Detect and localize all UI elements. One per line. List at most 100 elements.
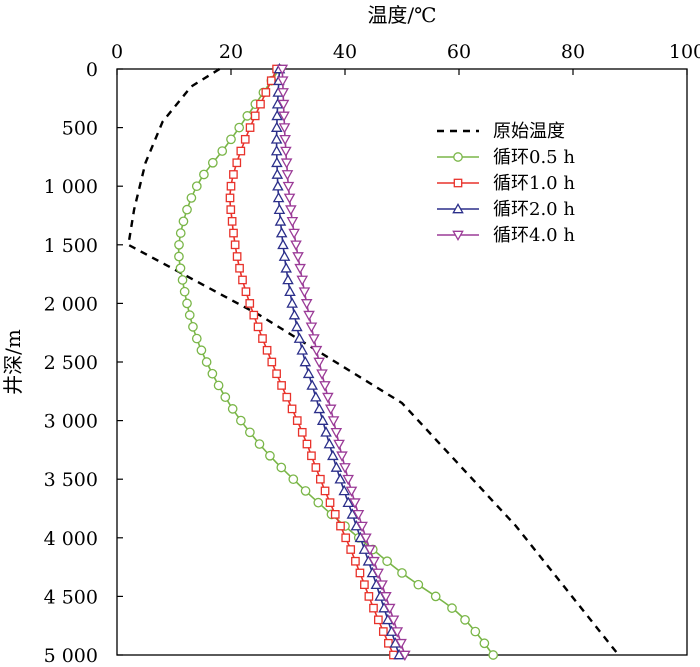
data-point	[227, 404, 238, 414]
data-point	[299, 355, 312, 367]
data-point	[179, 286, 190, 297]
legend-label: 原始温度	[493, 121, 565, 142]
y-tick-label: 500	[62, 118, 98, 140]
data-point	[207, 368, 218, 379]
legend-item: 循环4.0 h	[437, 225, 575, 246]
data-point	[324, 404, 337, 415]
data-point	[373, 615, 383, 625]
data-point	[271, 156, 283, 168]
x-tick-label: 100	[669, 41, 700, 63]
data-point	[236, 415, 246, 426]
data-point	[270, 121, 283, 132]
series-3	[270, 62, 405, 660]
y-tick-label: 3 500	[44, 469, 98, 491]
data-point	[296, 275, 309, 286]
data-point	[242, 111, 253, 121]
data-point	[310, 345, 323, 357]
data-point	[352, 510, 365, 521]
data-point	[333, 439, 345, 451]
data-point	[227, 217, 237, 226]
data-point	[199, 169, 209, 180]
data-point	[241, 287, 251, 297]
data-point	[174, 251, 184, 262]
data-point	[270, 145, 283, 156]
data-point	[368, 556, 380, 568]
data-point	[345, 486, 358, 497]
data-point	[376, 580, 388, 591]
data-point	[261, 88, 271, 97]
data-point	[305, 322, 318, 333]
data-point	[313, 402, 326, 414]
data-point	[378, 627, 388, 636]
data-point	[288, 228, 300, 240]
data-point	[232, 158, 242, 168]
data-point	[334, 473, 347, 484]
data-point	[320, 426, 332, 437]
data-point	[453, 178, 463, 188]
data-point	[479, 638, 490, 649]
y-tick-label: 1 000	[44, 176, 98, 198]
data-point	[229, 228, 238, 238]
data-point	[300, 299, 313, 310]
data-point	[303, 310, 315, 322]
data-point	[336, 521, 345, 531]
series-line	[281, 68, 406, 656]
data-point	[310, 391, 322, 402]
data-point	[225, 193, 235, 203]
series-layer	[127, 62, 620, 662]
data-point	[460, 614, 470, 625]
legend-label: 循环2.0 h	[493, 199, 575, 220]
data-point	[191, 333, 202, 344]
y-tick-label: 2 500	[44, 352, 98, 374]
x-tick-label: 80	[561, 41, 585, 63]
data-point	[175, 228, 186, 238]
y-tick-label: 5 000	[44, 645, 98, 667]
legend-item: 循环0.5 h	[437, 147, 575, 168]
data-point	[277, 99, 290, 111]
data-point	[201, 357, 212, 367]
data-point	[360, 580, 369, 590]
legend-label: 循环4.0 h	[493, 225, 575, 246]
data-point	[302, 367, 315, 379]
data-point	[280, 146, 292, 158]
data-point	[196, 345, 207, 356]
data-point	[235, 263, 244, 273]
data-point	[316, 474, 325, 484]
data-point	[291, 320, 303, 332]
data-point	[232, 252, 242, 261]
data-point	[395, 638, 407, 650]
x-tick-label: 20	[219, 41, 243, 63]
data-point	[351, 556, 360, 566]
legend-label: 循环1.0 h	[493, 173, 575, 194]
data-point	[293, 332, 306, 343]
data-point	[399, 650, 411, 662]
data-point	[245, 427, 255, 438]
data-point	[236, 146, 246, 156]
y-tick-label: 3 000	[44, 411, 98, 433]
data-point	[330, 427, 343, 439]
data-point	[273, 203, 286, 214]
data-point	[182, 204, 192, 215]
data-point	[342, 496, 355, 507]
data-point	[322, 392, 334, 404]
data-point	[184, 310, 195, 320]
data-point	[364, 545, 376, 556]
data-point	[327, 416, 340, 427]
data-point	[286, 217, 299, 228]
data-point	[266, 76, 276, 86]
x-axis: 0 20 40 60 80 100	[111, 41, 700, 75]
data-point	[297, 427, 307, 437]
x-tick-label: 40	[333, 41, 357, 63]
data-point	[349, 498, 361, 509]
data-point	[382, 556, 392, 567]
data-point	[341, 533, 351, 543]
series-line-original	[127, 67, 620, 656]
data-point	[355, 568, 365, 578]
data-point	[253, 322, 263, 332]
data-point	[372, 568, 384, 579]
data-point	[338, 484, 351, 496]
data-point	[265, 450, 275, 461]
series-line	[229, 68, 395, 656]
